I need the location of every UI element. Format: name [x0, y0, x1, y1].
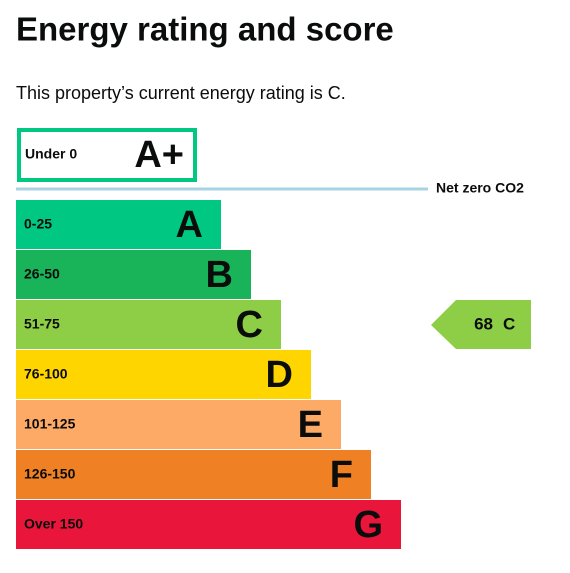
band-range: 51-75: [24, 316, 60, 332]
band-bar: [16, 300, 281, 349]
subtitle: This property’s current energy rating is…: [16, 83, 346, 103]
band-bar: [16, 200, 221, 249]
band-bar: [16, 350, 311, 399]
net-zero-label: Net zero CO2: [436, 180, 524, 196]
band-rating: G: [353, 504, 383, 546]
band-range: Over 150: [24, 516, 83, 532]
title: Energy rating and score: [16, 11, 394, 48]
band-range: 76-100: [24, 366, 68, 382]
band-bar: [16, 400, 341, 449]
band-bar: [16, 250, 251, 299]
band-rating: C: [236, 304, 263, 346]
band-rating: F: [330, 454, 353, 496]
net-zero-box: [17, 128, 197, 182]
current-rating: C: [503, 314, 515, 333]
band-rating: A: [176, 204, 203, 246]
band-range: 26-50: [24, 266, 60, 282]
band-range: 0-25: [24, 216, 52, 232]
band-rating: E: [298, 404, 323, 446]
net-zero-range: Under 0: [25, 146, 77, 162]
band-rating: D: [266, 354, 293, 396]
net-zero-rating: A+: [134, 134, 184, 176]
current-rating-arrow: [431, 300, 531, 349]
band-range: 126-150: [24, 466, 76, 482]
current-score: 68: [474, 314, 493, 333]
band-bar: [16, 450, 371, 499]
band-range: 101-125: [24, 416, 76, 432]
band-rating: B: [206, 254, 233, 296]
band-bar: [16, 500, 401, 549]
